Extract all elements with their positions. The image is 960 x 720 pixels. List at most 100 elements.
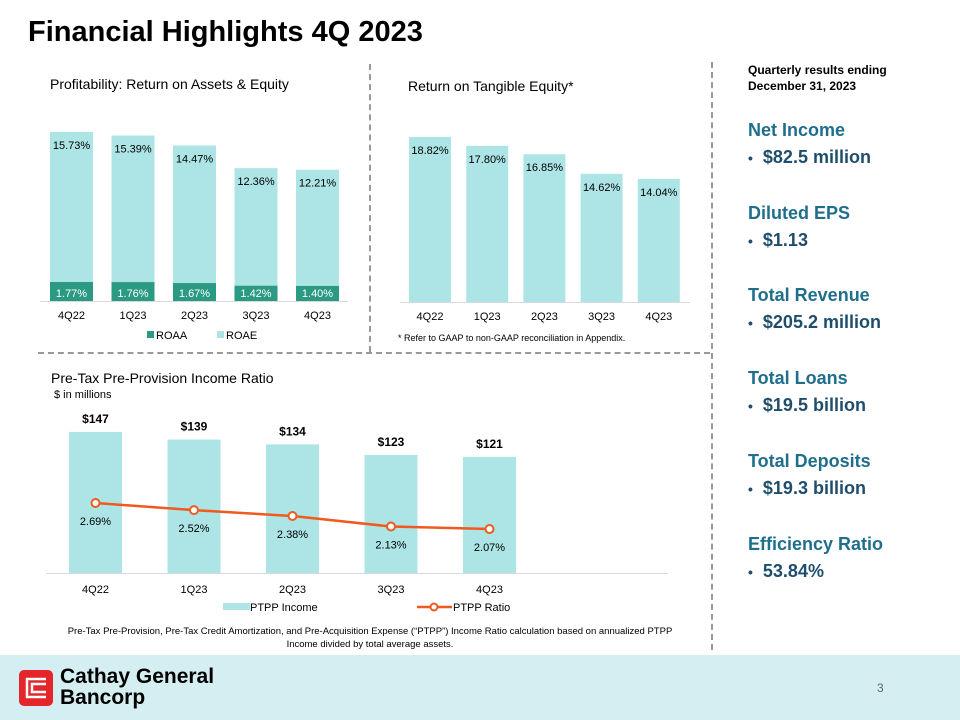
summary-item: Net Income • $82.5 million: [748, 120, 871, 168]
x-tick-label: 3Q23: [243, 310, 270, 322]
page-number: 3: [877, 681, 884, 695]
summary-item-label: Net Income: [748, 120, 846, 140]
divider: [369, 64, 371, 352]
ptpp-income-bar: [463, 456, 516, 573]
rote-bar: [637, 178, 680, 302]
rote-chart: 18.82% 4Q22 17.80% 1Q23 16.85% 2Q23 14.62% 3Q23…: [400, 136, 690, 323]
ptpp-ratio-point: [90, 498, 101, 508]
ptpp-income-label: $147: [82, 412, 109, 426]
roaa-bar: [50, 281, 93, 301]
roaa-label: 1.67%: [179, 288, 210, 300]
ptpp-ratio-point: [287, 511, 298, 522]
legend-ptpp-income-swatch: [223, 603, 250, 610]
divider: [38, 352, 710, 354]
summary-item-value: • $19.5 billion: [748, 395, 866, 416]
x-tick-label: 2Q23: [531, 311, 558, 323]
ptpp-income-label: $139: [181, 420, 208, 434]
roae-label: 12.21%: [299, 178, 337, 190]
summary-item: Total Revenue • $205.2 million: [748, 285, 881, 333]
ptpp-chart: $147 2.69% 4Q22 $139 2.52% 1Q23 $134 2.38% 2Q23 $…: [46, 412, 668, 614]
ptpp-income-label: $123: [378, 435, 405, 449]
summary-item-value: • 53.84%: [748, 560, 824, 581]
summary-item-value-text: $1.13: [762, 229, 808, 250]
ptpp-income-bar: [266, 444, 319, 573]
legend-roae-label: ROAE: [226, 330, 257, 342]
summary-item: Total Loans • $19.5 billion: [748, 368, 866, 416]
rote-label: 17.80%: [469, 154, 507, 166]
roae-label: 15.39%: [114, 144, 152, 156]
summary-item-label: Total Revenue: [748, 285, 870, 306]
summary-item-value: • $1.13: [748, 229, 808, 250]
ptpp-income-label: $121: [476, 437, 503, 451]
summary-item: Total Deposits • $19.3 billion: [748, 451, 871, 499]
ptpp-income-label: $134: [279, 424, 306, 438]
x-tick-label: 1Q23: [474, 311, 501, 323]
rote-label: 16.85%: [526, 162, 564, 174]
legend-ptpp-income-label: PTPP Income: [250, 602, 318, 614]
x-tick-label: 3Q23: [588, 311, 615, 323]
summary-item-label: Diluted EPS: [748, 202, 851, 223]
roae-bar: [234, 168, 278, 301]
ptpp-ratio-label: 2.69%: [80, 516, 111, 528]
summary-heading: Quarterly results ending December 31, 20…: [748, 63, 887, 93]
company-name-line1: Cathay General: [60, 665, 215, 688]
x-tick-label: 4Q23: [476, 584, 503, 596]
legend-roaa-label: ROAA: [156, 330, 188, 342]
roaa-label: 1.40%: [302, 288, 333, 300]
roae-label: 14.47%: [176, 153, 214, 165]
rote-bar: [580, 173, 623, 302]
rote-bar: [466, 145, 509, 302]
summary-item-label: Total Deposits: [748, 450, 871, 471]
x-tick-label: 3Q23: [378, 584, 405, 596]
ptpp-ratio-point: [484, 524, 495, 535]
roae-label: 12.36%: [237, 176, 275, 188]
company-logo-icon: [19, 670, 53, 706]
ptpp-ratio-point: [189, 505, 199, 516]
ptpp-footnote: Pre-Tax Pre-Provision, Pre-Tax Credit Am…: [67, 626, 673, 650]
ptpp-ratio-point: [386, 521, 396, 532]
company-name: Cathay General Bancorp: [60, 666, 214, 708]
ptpp-ratio-label: 2.38%: [277, 529, 308, 541]
legend-roae-swatch: [217, 331, 224, 338]
summary-item-value: • $205.2 million: [748, 312, 881, 333]
footer: Cathay General Bancorp 3: [0, 655, 960, 720]
ptpp-chart-subtitle: $ in millions: [54, 389, 112, 401]
summary-item-value-text: $82.5 million: [762, 147, 871, 167]
ptpp-income-bar: [364, 454, 418, 573]
summary-item-value-text: 53.84%: [762, 560, 824, 581]
roaa-label: 1.77%: [56, 288, 87, 300]
roaa-bar: [234, 285, 278, 301]
rote-chart-title: Return on Tangible Equity*: [408, 78, 574, 94]
roa-roe-chart-title: Profitability: Return on Assets & Equity: [50, 76, 289, 92]
x-tick-label: 4Q22: [82, 584, 109, 596]
x-tick-label: 4Q22: [417, 311, 444, 323]
summary-item-value: • $82.5 million: [748, 147, 871, 167]
page-title: Financial Highlights 4Q 2023: [28, 16, 423, 48]
summary-item-value: • $19.3 billion: [748, 477, 866, 498]
rote-label: 18.82%: [411, 145, 449, 157]
roaa-label: 1.42%: [240, 288, 271, 300]
legend-ptpp-ratio-marker: [429, 602, 439, 612]
summary-item-label: Efficiency Ratio: [748, 533, 884, 554]
roae-bar: [111, 135, 155, 301]
legend-roaa-swatch: [147, 331, 154, 338]
ptpp-ratio-label: 2.13%: [375, 540, 406, 552]
company-name-line2: Bancorp: [60, 686, 146, 709]
roaa-bar: [296, 285, 339, 301]
roae-bar: [50, 131, 93, 301]
rote-bar: [409, 136, 451, 302]
ptpp-chart-title: Pre-Tax Pre-Provision Income Ratio: [51, 370, 274, 386]
summary-item-value-text: $19.3 billion: [762, 477, 866, 498]
summary-item: Efficiency Ratio • 53.84%: [748, 534, 883, 582]
divider: [711, 62, 713, 650]
summary-item-value-text: $205.2 million: [762, 312, 881, 333]
roae-label: 15.73%: [53, 140, 91, 152]
x-tick-label: 4Q23: [304, 310, 331, 322]
summary-item: Diluted EPS • $1.13: [748, 203, 850, 251]
summary-item-label: Total Loans: [748, 368, 848, 389]
rote-label: 14.04%: [640, 187, 678, 199]
roaa-bar: [173, 283, 216, 301]
roae-bar: [296, 169, 339, 301]
roaa-label: 1.76%: [117, 288, 148, 300]
ptpp-ratio-label: 2.07%: [474, 542, 505, 554]
